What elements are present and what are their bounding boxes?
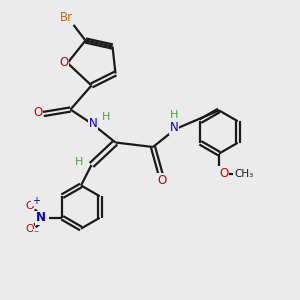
Text: O: O: [25, 224, 34, 234]
Text: ⁻: ⁻: [33, 230, 38, 240]
Text: H: H: [75, 157, 83, 167]
Text: N: N: [35, 211, 45, 224]
Text: H: H: [170, 110, 178, 121]
Text: CH₃: CH₃: [234, 169, 253, 179]
Text: +: +: [32, 196, 40, 206]
Text: O: O: [158, 173, 166, 187]
Text: O: O: [219, 167, 228, 180]
Text: Br: Br: [60, 11, 73, 24]
Text: N: N: [169, 121, 178, 134]
Text: N: N: [88, 116, 98, 130]
Text: O: O: [59, 56, 68, 70]
Text: H: H: [102, 112, 111, 122]
Text: O: O: [33, 106, 42, 119]
Text: O: O: [25, 201, 34, 212]
